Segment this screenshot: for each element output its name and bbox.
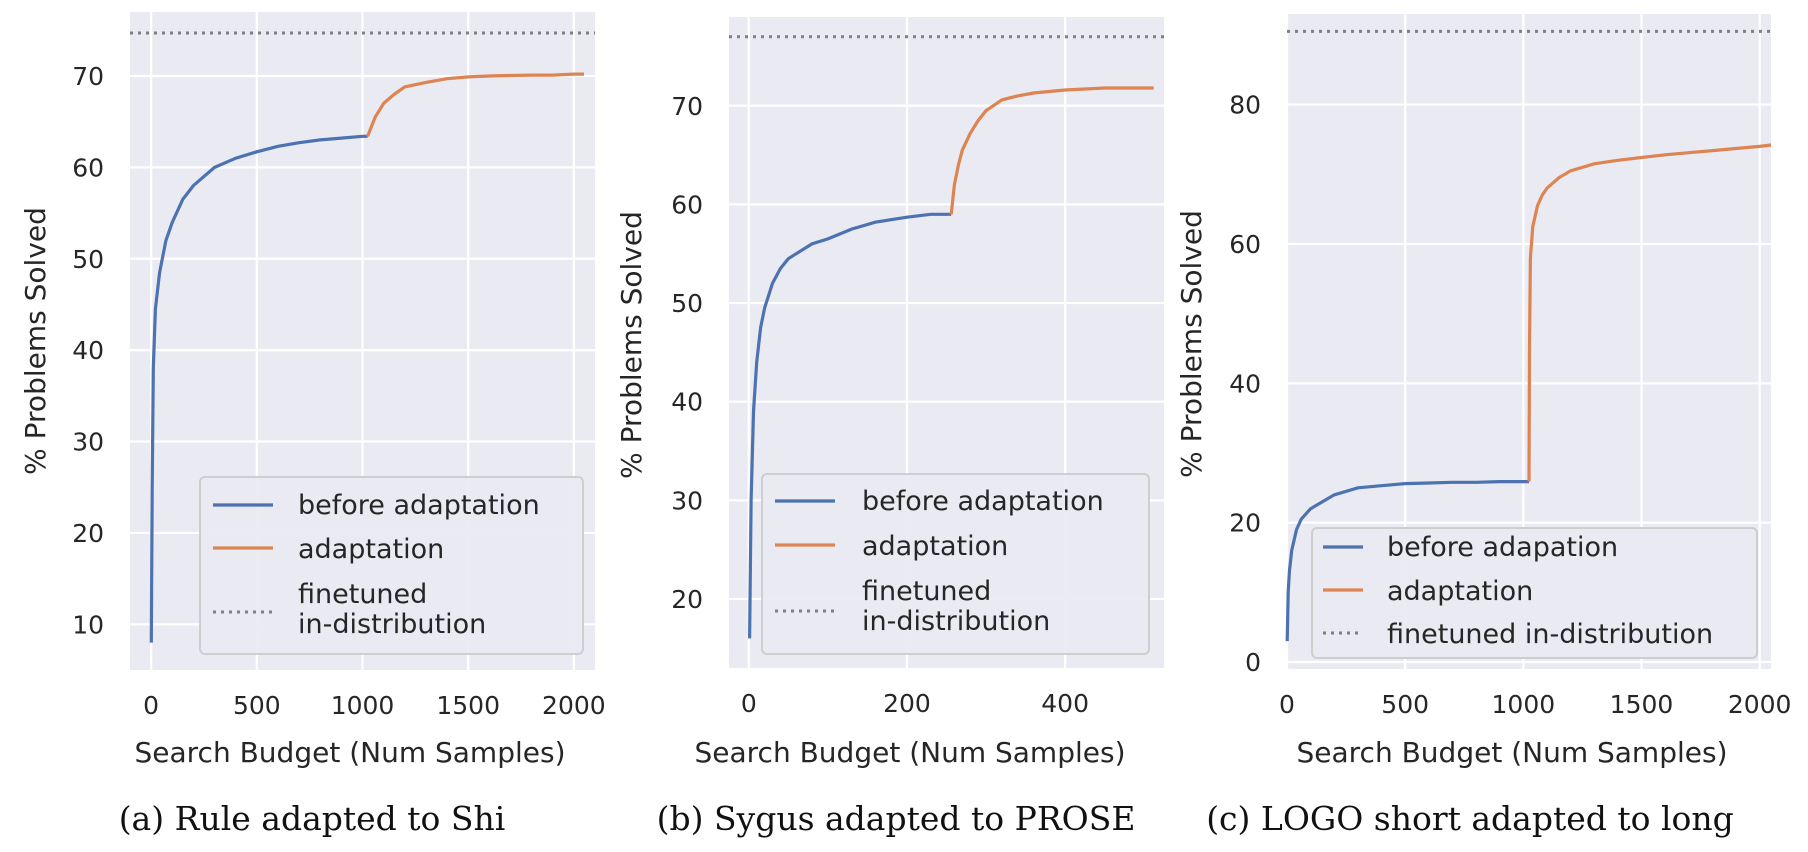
legend-box-a bbox=[199, 476, 584, 655]
x-tick-label-b: 0 bbox=[741, 689, 757, 718]
x-axis-label-b: Search Budget (Num Samples) bbox=[695, 736, 1126, 769]
y-tick-label-b: 50 bbox=[671, 289, 703, 318]
legend-box-c bbox=[1311, 527, 1758, 659]
legend-label-before-b: before adaptation bbox=[862, 486, 1104, 517]
y-tick-label-b: 70 bbox=[671, 92, 703, 121]
x-tick-label-c: 0 bbox=[1279, 690, 1295, 719]
y-tick-label-c: 20 bbox=[1229, 509, 1261, 538]
legend-label-line: in-distribution bbox=[862, 606, 1050, 637]
x-axis-label-a: Search Budget (Num Samples) bbox=[135, 736, 566, 769]
x-tick-label-c: 2000 bbox=[1728, 690, 1792, 719]
before-adaptation-line-c bbox=[1285, 480, 1529, 642]
caption-b: (b) Sygus adapted to PROSE bbox=[657, 799, 1136, 838]
y-axis-label-b: % Problems Solved bbox=[615, 211, 648, 479]
y-tick-label-a: 70 bbox=[72, 62, 104, 91]
legend-label-before-c: before adapation bbox=[1387, 532, 1618, 563]
x-tick-label-a: 0 bbox=[143, 691, 159, 720]
y-tick-label-c: 0 bbox=[1245, 648, 1261, 677]
legend-label-finetuned-b: finetuned in-distribution bbox=[862, 576, 1050, 637]
caption-c: (c) LOGO short adapted to long bbox=[1206, 799, 1734, 838]
y-axis-label-c: % Problems Solved bbox=[1175, 210, 1208, 478]
legend-label-line: finetuned bbox=[862, 576, 991, 607]
x-tick-label-c: 1000 bbox=[1492, 690, 1556, 719]
y-tick-label-a: 30 bbox=[72, 428, 104, 457]
grid-a bbox=[130, 12, 595, 670]
legend-label-line: in-distribution bbox=[298, 609, 486, 640]
ticks-c: 0 500 1000 1500 2000 0 20 40 60 80 bbox=[1229, 91, 1791, 719]
panel-c: 0 500 1000 1500 2000 0 20 40 60 80 % Problems Sol… bbox=[1175, 14, 1791, 838]
x-tick-label-b: 400 bbox=[1041, 689, 1089, 718]
caption-a: (a) Rule adapted to Shi bbox=[119, 799, 506, 838]
legend-label-adaptation-b: adaptation bbox=[862, 531, 1008, 562]
legend-label-before-a: before adaptation bbox=[298, 490, 540, 521]
x-tick-label-c: 1500 bbox=[1610, 690, 1674, 719]
adaptation-line-a bbox=[366, 72, 584, 137]
panel-b: 0 200 400 20 30 40 50 60 70 % Problems Solved Se… bbox=[615, 17, 1164, 838]
legend-c: before adapation adaptation finetuned in… bbox=[1311, 527, 1758, 659]
y-tick-label-c: 80 bbox=[1229, 91, 1261, 120]
y-tick-label-b: 40 bbox=[671, 388, 703, 417]
y-tick-label-c: 40 bbox=[1229, 369, 1261, 398]
adaptation-line-c bbox=[1527, 143, 1772, 482]
legend-a: before adaptation adaptation finetuned in… bbox=[199, 476, 584, 655]
x-tick-label-c: 500 bbox=[1381, 690, 1429, 719]
y-axis-label-a: % Problems Solved bbox=[19, 207, 52, 475]
y-tick-label-b: 60 bbox=[671, 190, 703, 219]
x-tick-label-b: 200 bbox=[883, 689, 931, 718]
x-tick-label-a: 500 bbox=[233, 691, 281, 720]
y-tick-label-c: 60 bbox=[1229, 230, 1261, 259]
y-tick-label-a: 50 bbox=[72, 245, 104, 274]
y-tick-label-a: 40 bbox=[72, 336, 104, 365]
x-tick-label-a: 2000 bbox=[542, 691, 606, 720]
y-tick-label-a: 20 bbox=[72, 519, 104, 548]
legend-label-finetuned-a: finetuned in-distribution bbox=[298, 579, 486, 640]
legend-label-line: finetuned bbox=[298, 579, 427, 610]
y-tick-label-a: 10 bbox=[72, 610, 104, 639]
legend-box-b bbox=[761, 473, 1150, 655]
panel-a: 0 500 1000 1500 2000 10 20 30 40 50 60 70 % Problem… bbox=[19, 12, 606, 838]
adaptation-line-b bbox=[949, 86, 1154, 215]
legend-b: before adaptation adaptation finetuned in… bbox=[761, 473, 1150, 655]
before-adaptation-line-a bbox=[149, 134, 368, 643]
legend-label-finetuned-c: finetuned in-distribution bbox=[1387, 619, 1713, 650]
ticks-a: 0 500 1000 1500 2000 10 20 30 40 50 60 70 bbox=[72, 62, 605, 720]
y-tick-label-b: 20 bbox=[671, 585, 703, 614]
legend-label-adaptation-a: adaptation bbox=[298, 534, 444, 565]
y-tick-label-b: 30 bbox=[671, 486, 703, 515]
x-tick-label-a: 1500 bbox=[436, 691, 500, 720]
x-axis-label-c: Search Budget (Num Samples) bbox=[1297, 736, 1728, 769]
x-tick-label-a: 1000 bbox=[331, 691, 395, 720]
legend-label-adaptation-c: adaptation bbox=[1387, 576, 1533, 607]
ticks-b: 0 200 400 20 30 40 50 60 70 bbox=[671, 92, 1089, 718]
y-tick-label-a: 60 bbox=[72, 153, 104, 182]
before-adaptation-line-b bbox=[748, 212, 952, 639]
